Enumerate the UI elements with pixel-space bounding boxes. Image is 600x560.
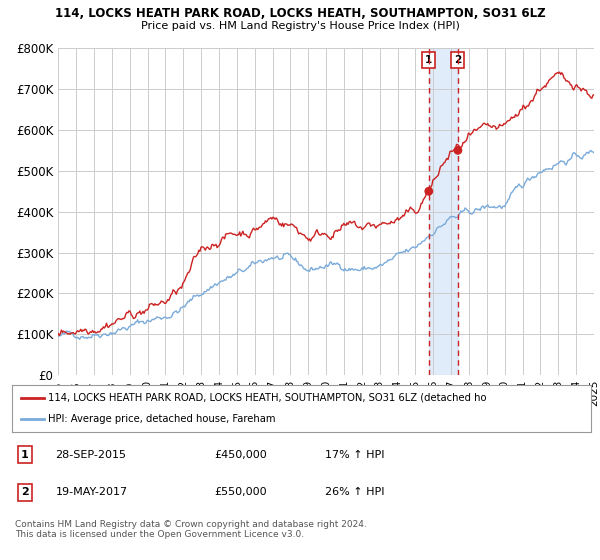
- Text: Contains HM Land Registry data © Crown copyright and database right 2024.
This d: Contains HM Land Registry data © Crown c…: [15, 520, 367, 539]
- Bar: [429, 48, 458, 375]
- Text: 19-MAY-2017: 19-MAY-2017: [55, 487, 128, 497]
- Text: 26% ↑ HPI: 26% ↑ HPI: [325, 487, 384, 497]
- Text: £550,000: £550,000: [215, 487, 267, 497]
- Point: [424, 187, 434, 196]
- Text: 2: 2: [454, 55, 461, 64]
- Text: 114, LOCKS HEATH PARK ROAD, LOCKS HEATH, SOUTHAMPTON, SO31 6LZ: 114, LOCKS HEATH PARK ROAD, LOCKS HEATH,…: [55, 7, 545, 20]
- Text: £450,000: £450,000: [215, 450, 268, 460]
- Text: 1: 1: [21, 450, 29, 460]
- Text: 114, LOCKS HEATH PARK ROAD, LOCKS HEATH, SOUTHAMPTON, SO31 6LZ (detached ho: 114, LOCKS HEATH PARK ROAD, LOCKS HEATH,…: [48, 393, 487, 403]
- Text: Price paid vs. HM Land Registry's House Price Index (HPI): Price paid vs. HM Land Registry's House …: [140, 21, 460, 31]
- Text: 28-SEP-2015: 28-SEP-2015: [55, 450, 127, 460]
- Text: HPI: Average price, detached house, Fareham: HPI: Average price, detached house, Fare…: [48, 414, 275, 424]
- Point: [453, 146, 463, 155]
- Text: 2: 2: [21, 487, 29, 497]
- Text: 17% ↑ HPI: 17% ↑ HPI: [325, 450, 384, 460]
- Text: 1: 1: [425, 55, 433, 64]
